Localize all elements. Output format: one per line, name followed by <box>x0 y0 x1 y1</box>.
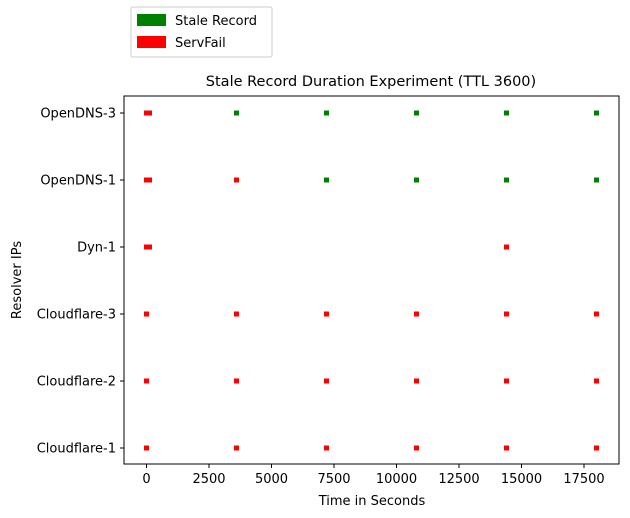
data-point-stale-record <box>234 110 239 116</box>
data-point-servfail <box>504 378 509 384</box>
legend-swatch-stale-record <box>137 14 166 26</box>
data-point-servfail <box>414 378 419 384</box>
data-point-servfail <box>144 311 149 317</box>
x-tick-label: 0 <box>142 472 150 487</box>
y-axis: Cloudflare-1 Cloudflare-2 Cloudflare-3 Dyn-… <box>37 107 124 457</box>
data-point-servfail <box>414 445 419 451</box>
data-point-servfail <box>234 445 239 451</box>
data-point-servfail <box>147 110 152 116</box>
legend-frame <box>130 6 273 58</box>
data-point-servfail <box>234 311 239 317</box>
x-axis: 0 2500 5000 7500 10000 12500 15000 17500 <box>142 464 605 487</box>
data-point-servfail <box>594 378 599 384</box>
data-point-servfail <box>147 244 152 250</box>
data-point-servfail <box>324 378 329 384</box>
x-tick-label: 2500 <box>192 472 225 487</box>
data-point-servfail <box>324 445 329 451</box>
data-point-servfail <box>594 311 599 317</box>
data-points <box>144 110 599 451</box>
data-point-servfail <box>504 311 509 317</box>
data-point-stale-record <box>504 177 509 183</box>
legend-swatch-servfail <box>137 36 166 48</box>
x-tick-label: 17500 <box>563 472 604 487</box>
legend-label-servfail: ServFail <box>175 36 226 51</box>
x-tick-label: 12500 <box>438 472 479 487</box>
chart-title: Stale Record Duration Experiment (TTL 36… <box>206 74 536 90</box>
data-point-stale-record <box>504 110 509 116</box>
x-tick-label: 7500 <box>317 472 350 487</box>
data-point-stale-record <box>324 177 329 183</box>
x-axis-label: Time in Seconds <box>318 494 426 509</box>
x-tick-label: 10000 <box>376 472 417 487</box>
data-point-servfail <box>504 244 509 250</box>
legend-label-stale-record: Stale Record <box>175 14 257 29</box>
plot-area <box>123 95 620 465</box>
y-tick-label: Cloudflare-3 <box>37 308 116 323</box>
y-tick-label: OpenDNS-3 <box>40 107 116 122</box>
y-tick-label: Dyn-1 <box>77 241 116 256</box>
data-point-stale-record <box>594 177 599 183</box>
data-point-stale-record <box>594 110 599 116</box>
data-point-servfail <box>144 378 149 384</box>
y-tick-label: Cloudflare-2 <box>37 375 116 390</box>
data-point-servfail <box>234 177 239 183</box>
data-point-servfail <box>144 445 149 451</box>
y-tick-label: Cloudflare-1 <box>37 442 116 457</box>
data-point-servfail <box>234 378 239 384</box>
legend: Stale Record ServFail <box>130 6 273 58</box>
x-tick-label: 15000 <box>501 472 542 487</box>
y-axis-label: Resolver IPs <box>10 241 25 319</box>
data-point-servfail <box>324 311 329 317</box>
data-point-stale-record <box>414 110 419 116</box>
data-point-servfail <box>147 177 152 183</box>
data-point-servfail <box>594 445 599 451</box>
data-point-servfail <box>414 311 419 317</box>
data-point-servfail <box>504 445 509 451</box>
x-tick-label: 5000 <box>255 472 288 487</box>
data-point-stale-record <box>324 110 329 116</box>
data-point-stale-record <box>414 177 419 183</box>
y-tick-label: OpenDNS-1 <box>40 174 116 189</box>
